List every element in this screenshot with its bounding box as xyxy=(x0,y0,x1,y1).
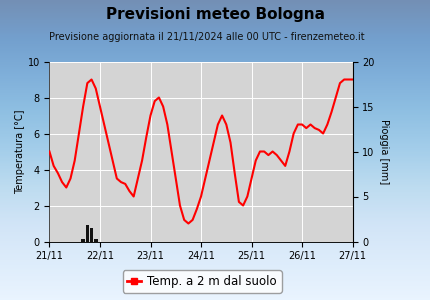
Text: Previsioni meteo Bologna: Previsioni meteo Bologna xyxy=(105,8,325,22)
Y-axis label: Temperatura [°C]: Temperatura [°C] xyxy=(15,109,25,194)
Bar xyxy=(86,225,89,242)
Y-axis label: Pioggia [mm]: Pioggia [mm] xyxy=(379,119,389,184)
Legend: Temp. a 2 m dal suolo: Temp. a 2 m dal suolo xyxy=(123,270,282,292)
Bar xyxy=(94,239,98,242)
Bar xyxy=(90,228,93,242)
Bar xyxy=(81,239,85,242)
Text: Previsione aggiornata il 21/11/2024 alle 00 UTC - firenzemeteo.it: Previsione aggiornata il 21/11/2024 alle… xyxy=(49,32,365,41)
